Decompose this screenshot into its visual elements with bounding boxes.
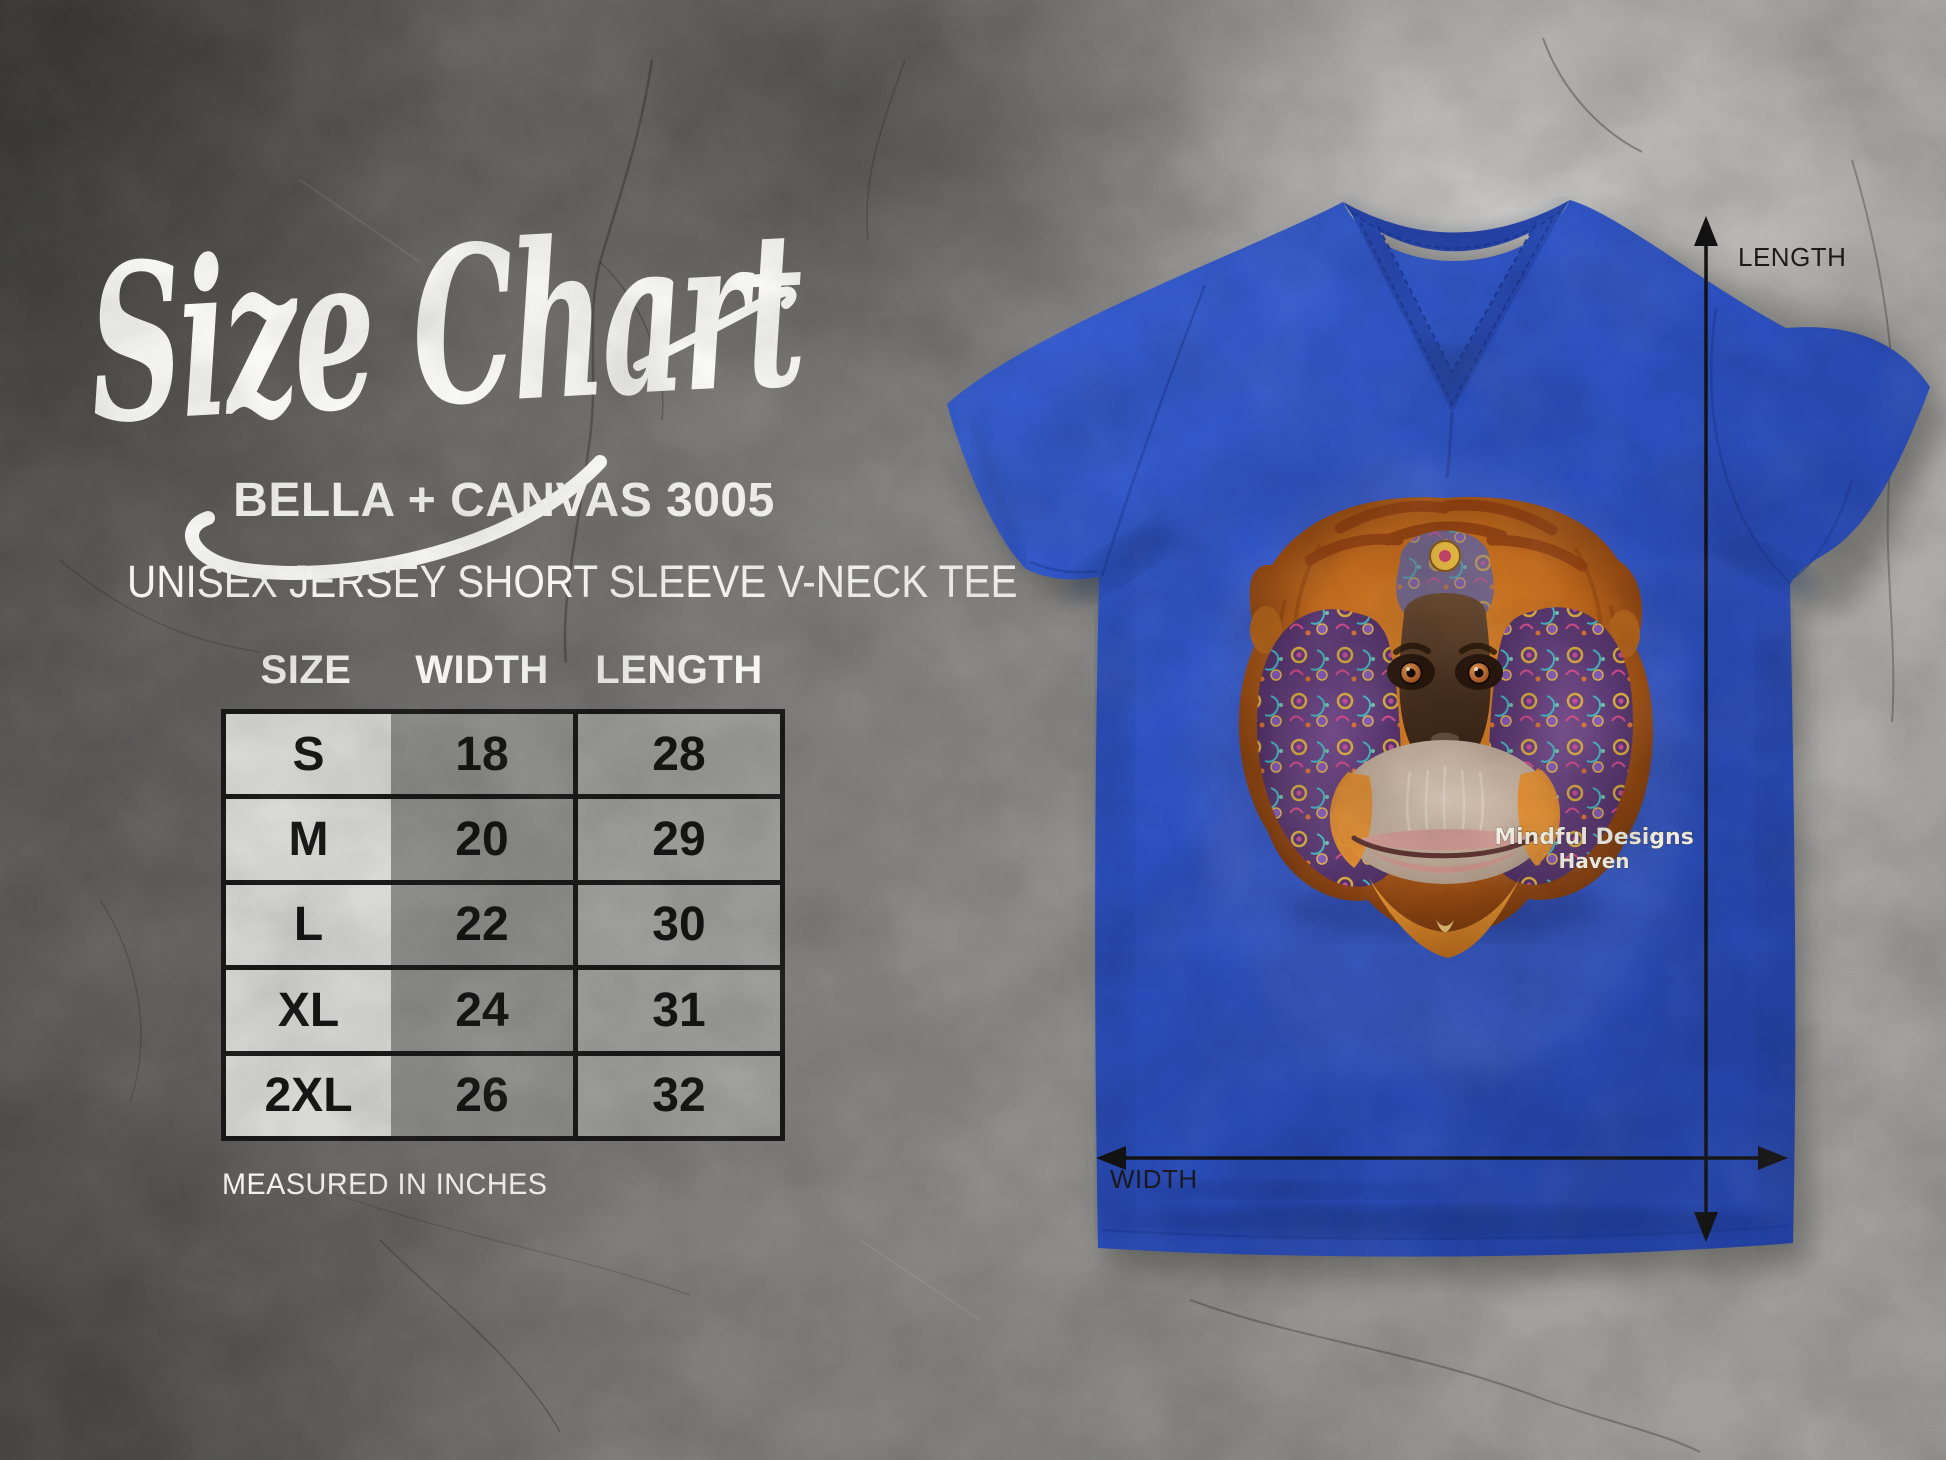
length-measure-label: LENGTH xyxy=(1738,242,1847,272)
size-cell: 2XL xyxy=(264,1069,353,1123)
product-description: UNISEX JERSEY SHORT SLEEVE V-NECK TEE xyxy=(127,556,1018,607)
column-header-width: WIDTH xyxy=(415,648,549,692)
product-name: BELLA + CANVAS 3005 xyxy=(233,474,775,527)
width-measure-label: WIDTH xyxy=(1110,1164,1198,1194)
size-cell: M xyxy=(288,813,329,867)
length-cell: 30 xyxy=(578,884,780,966)
length-cell: 31 xyxy=(578,970,780,1051)
design-brand-text-line2: Haven xyxy=(1558,849,1629,873)
column-header-length: LENGTH xyxy=(595,648,763,692)
length-cell: 28 xyxy=(578,714,780,795)
width-cell: 26 xyxy=(455,1069,509,1123)
width-cell: 18 xyxy=(455,727,509,781)
width-cell: 20 xyxy=(455,813,509,867)
table-row: 2XL 26 32 xyxy=(226,1055,780,1136)
size-cell: XL xyxy=(277,983,340,1037)
units-note: MEASURED IN INCHES xyxy=(222,1168,548,1201)
page-title: Size Chart xyxy=(83,181,807,472)
table-row: M 20 29 xyxy=(226,799,780,880)
size-cell: S xyxy=(292,727,325,781)
table-row: XL 24 31 xyxy=(226,970,780,1051)
length-cell: 29 xyxy=(578,799,780,880)
width-cell: 22 xyxy=(455,898,509,952)
design-brand-text-line1: Mindful Designs xyxy=(1494,825,1694,850)
length-cell: 32 xyxy=(578,1055,780,1136)
table-row: S 18 28 xyxy=(226,714,780,795)
size-table: S 18 28 M 20 29 L 22 30 XL 24 31 xyxy=(221,709,785,1141)
size-table-headers: SIZE WIDTH LENGTH xyxy=(221,648,785,693)
table-row: L 22 30 xyxy=(226,884,780,966)
width-cell: 24 xyxy=(455,983,509,1037)
tshirt-mockup: Mindful Designs Haven xyxy=(947,197,1930,1257)
column-header-size: SIZE xyxy=(260,648,352,692)
size-cell: L xyxy=(293,898,324,952)
